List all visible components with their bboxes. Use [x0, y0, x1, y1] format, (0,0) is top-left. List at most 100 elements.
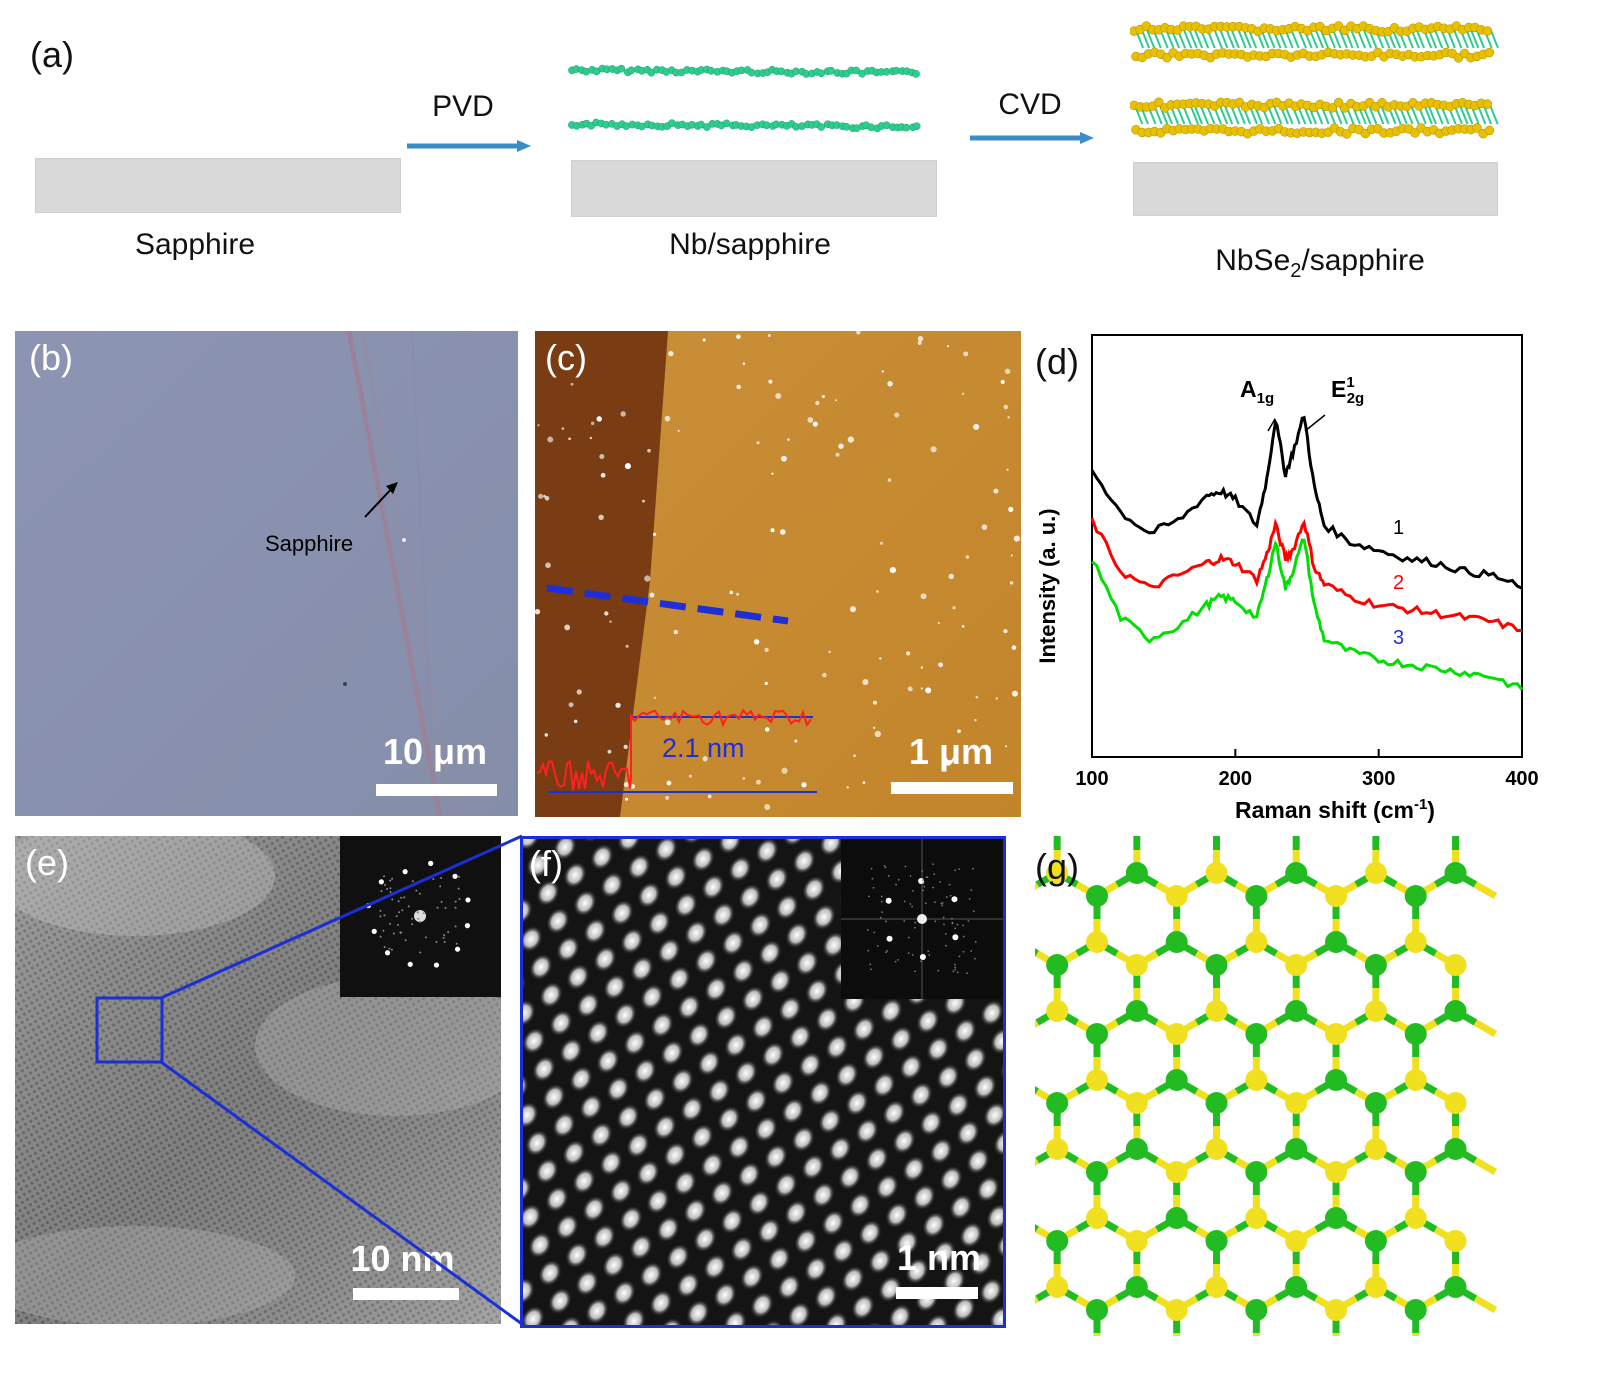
- se-atom: [1364, 1276, 1387, 1298]
- nb-se-bond: [1469, 27, 1480, 49]
- fft-noise: [388, 947, 391, 950]
- cvd-arrow-icon: [970, 132, 1094, 144]
- nb-atom: [842, 122, 851, 131]
- sapphire-substrate: [35, 158, 401, 213]
- fft-noise: [873, 931, 876, 934]
- fft-noise: [958, 955, 961, 958]
- lattice-atom: [912, 1183, 936, 1211]
- se-atom: [1245, 931, 1268, 953]
- fft-noise: [879, 916, 882, 919]
- lattice-atom: [529, 953, 553, 981]
- afm-particle: [598, 514, 604, 521]
- lattice-atom: [627, 853, 651, 881]
- lattice-atom: [523, 999, 536, 1027]
- tem-texture: [15, 836, 501, 1324]
- afm-particle: [576, 689, 582, 695]
- nb-atom: [627, 66, 636, 75]
- sapphire-annotation: Sapphire: [265, 531, 354, 556]
- fft-noise: [962, 924, 964, 927]
- lattice-atom: [764, 1143, 788, 1171]
- se-atom: [1404, 1207, 1427, 1229]
- fft-noise: [447, 931, 450, 934]
- lattice-atom: [788, 1023, 812, 1051]
- panel-e-tem-image: (e) 10 nm: [15, 836, 501, 1324]
- lattice-atom: [630, 955, 654, 983]
- fft-noise: [914, 970, 916, 973]
- lattice-atom: [755, 839, 779, 865]
- afm-particle: [945, 760, 952, 766]
- afm-particle: [787, 438, 790, 441]
- fft-noise: [880, 900, 883, 903]
- fft-center: [917, 914, 927, 924]
- fft-noise: [397, 923, 400, 926]
- lattice-atom: [814, 1283, 838, 1311]
- fft-noise: [932, 863, 934, 866]
- afm-particle: [742, 362, 746, 365]
- lattice-atom: [626, 1131, 650, 1159]
- nb-atom: [1086, 1161, 1108, 1183]
- fft-noise: [956, 971, 959, 974]
- se-bond: [1473, 1019, 1498, 1038]
- se-atom: [1125, 1230, 1148, 1252]
- nb-se-bond: [1229, 27, 1240, 49]
- lattice-atom: [801, 1153, 825, 1181]
- afm-particle: [835, 399, 838, 402]
- se-atom: [1325, 1023, 1348, 1045]
- fft-noise: [934, 920, 937, 923]
- afm-particle: [920, 593, 927, 600]
- afm-particle: [561, 427, 565, 430]
- scale-label-c: 1 μm: [908, 731, 994, 772]
- nb-se-bond: [1458, 103, 1469, 125]
- nb-se-bond: [1182, 27, 1193, 49]
- lattice-atom: [582, 1195, 606, 1223]
- fft-noise: [968, 897, 971, 900]
- lattice-atom: [646, 1187, 670, 1215]
- nbse2-sapphire-substrate: [1133, 162, 1498, 216]
- fft-noise: [927, 950, 930, 953]
- afm-particle: [917, 340, 922, 345]
- lattice-atom: [701, 873, 725, 901]
- lattice-atom: [993, 1129, 1003, 1157]
- fft-noise: [869, 963, 872, 966]
- lattice-atom: [882, 1099, 906, 1127]
- fft-noise: [928, 954, 931, 956]
- panel-g-structure: (g): [1035, 836, 1605, 1336]
- pvd-arrow-icon: [407, 140, 531, 152]
- afm-particle: [853, 754, 857, 758]
- fft-noise: [945, 896, 948, 898]
- afm-particle: [920, 687, 923, 690]
- raman-chart-svg: 100 200 300 400 1 2 3 Intensity (a. u.) Raman…: [1035, 334, 1539, 823]
- lattice-atom: [757, 1217, 781, 1245]
- fft-noise: [941, 901, 944, 904]
- nb-atom: [1205, 1092, 1228, 1114]
- lattice-atom: [600, 871, 624, 899]
- lattice-atom: [592, 1223, 616, 1251]
- fft-spot: [952, 934, 959, 941]
- panel-d-raman-chart: 100 200 300 400 1 2 3 Intensity (a. u.) Raman…: [1035, 331, 1605, 831]
- fft-spot: [378, 879, 384, 885]
- fft-noise: [922, 882, 925, 885]
- nb-atom: [1325, 1207, 1348, 1229]
- lattice-atom: [565, 1241, 589, 1269]
- lattice-atom: [865, 1145, 889, 1173]
- afm-particle: [920, 666, 924, 669]
- se-atom: [1245, 1069, 1268, 1091]
- nb-atom: [1364, 1230, 1387, 1252]
- afm-particle: [973, 423, 980, 430]
- afm-particle: [764, 647, 769, 652]
- lattice-atom: [558, 1315, 582, 1325]
- zoom-connector-lines: [160, 834, 523, 1326]
- scale-label-e: 10 nm: [350, 1238, 455, 1279]
- afm-particle: [767, 334, 771, 337]
- lattice-atom: [535, 1157, 559, 1185]
- lattice-atom: [654, 839, 678, 863]
- nb-atom: [1125, 1000, 1148, 1022]
- lattice-atom: [795, 949, 819, 977]
- lattice-atom: [953, 1017, 977, 1045]
- afm-particle: [849, 606, 857, 613]
- afm-particle: [906, 651, 911, 656]
- afm-particle: [1003, 629, 1008, 634]
- lattice-atom: [673, 1169, 697, 1197]
- fft-noise: [866, 928, 869, 931]
- fft-noise: [411, 880, 414, 883]
